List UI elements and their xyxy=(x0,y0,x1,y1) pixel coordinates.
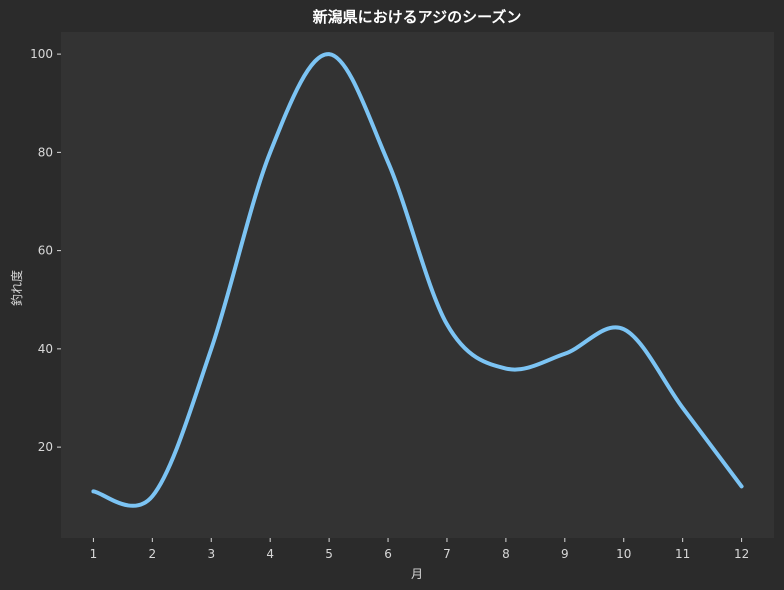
y-axis-ticks: 20 40 60 80 100 xyxy=(30,47,61,454)
x-tick-label: 9 xyxy=(561,547,569,561)
x-tick-label: 1 xyxy=(90,547,98,561)
y-axis-label: 釣れ度 xyxy=(9,270,24,306)
y-tick-label: 60 xyxy=(38,244,53,258)
y-tick-label: 20 xyxy=(38,440,53,454)
x-tick-label: 12 xyxy=(734,547,749,561)
x-axis-label: 月 xyxy=(411,567,423,581)
x-tick-label: 5 xyxy=(325,547,333,561)
x-tick-label: 3 xyxy=(207,547,215,561)
y-tick-label: 40 xyxy=(38,342,53,356)
y-tick-label: 100 xyxy=(30,47,53,61)
x-axis-ticks: 1 2 3 4 5 6 7 8 9 10 11 12 xyxy=(90,538,749,561)
series-line xyxy=(91,52,744,508)
x-tick-label: 10 xyxy=(616,547,631,561)
y-tick-label: 80 xyxy=(38,145,53,159)
x-tick-label: 7 xyxy=(443,547,451,561)
chart-title: 新潟県におけるアジのシーズン xyxy=(313,8,522,26)
x-tick-label: 8 xyxy=(502,547,510,561)
plot-area xyxy=(61,32,774,538)
x-tick-label: 4 xyxy=(266,547,274,561)
x-tick-label: 6 xyxy=(384,547,392,561)
x-tick-label: 2 xyxy=(149,547,157,561)
x-tick-label: 11 xyxy=(675,547,690,561)
